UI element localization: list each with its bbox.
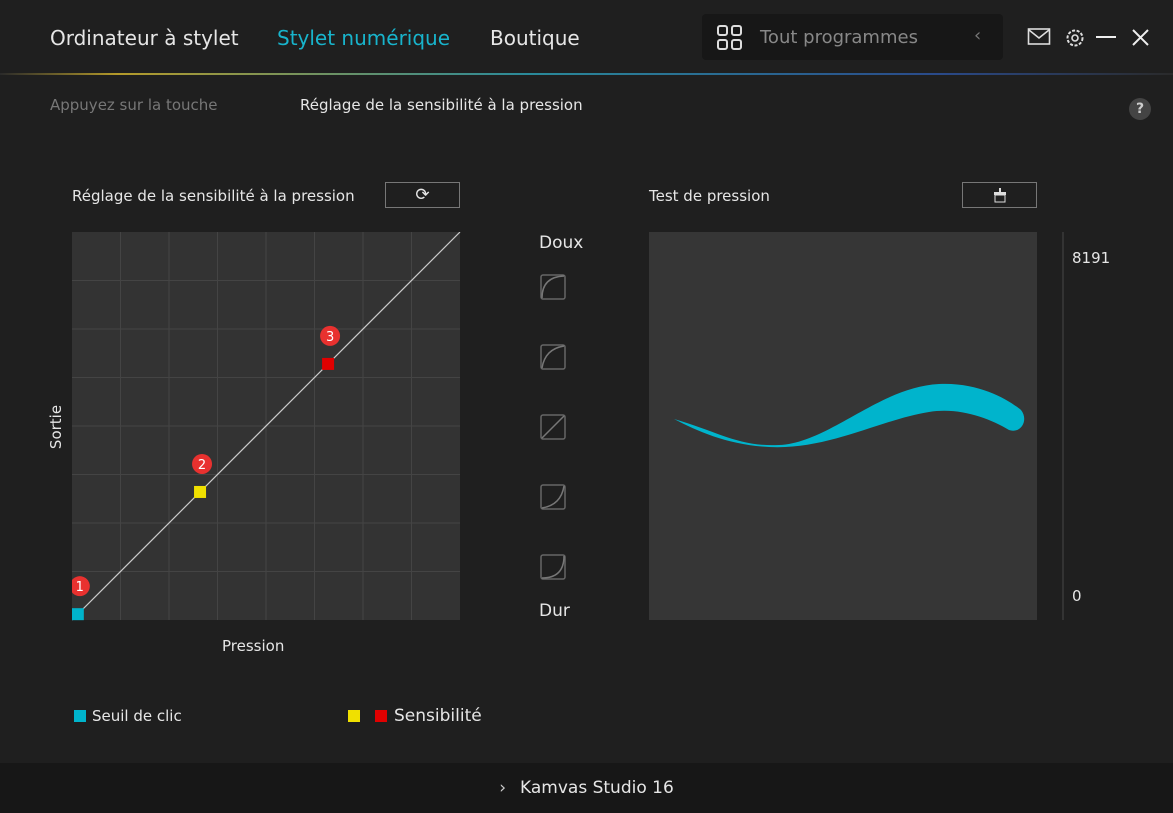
- grid-icon: [717, 25, 742, 50]
- program-selector[interactable]: Tout programmes ‹: [702, 14, 1003, 60]
- sensitivity-legend-swatch-yellow: [348, 710, 360, 722]
- reset-button[interactable]: ⟳: [385, 182, 460, 208]
- curve-linear-icon[interactable]: [540, 414, 566, 440]
- threshold-legend-swatch: [74, 710, 86, 722]
- pressure-test-title: Test de pression: [649, 187, 770, 205]
- pressure-test-canvas[interactable]: [649, 232, 1037, 620]
- sensitivity-title: Réglage de la sensibilité à la pression: [72, 187, 355, 205]
- curve-very-soft-icon[interactable]: [540, 274, 566, 300]
- subtab-pressure-sensitivity[interactable]: Réglage de la sensibilité à la pression: [300, 96, 583, 114]
- device-name: Kamvas Studio 16: [520, 778, 674, 798]
- point-badge-label: 3: [326, 330, 334, 345]
- curve-hard-icon[interactable]: [540, 484, 566, 510]
- control-point-3[interactable]: [322, 357, 335, 370]
- tab-store[interactable]: Boutique: [490, 26, 580, 50]
- control-point-2[interactable]: [194, 485, 207, 498]
- point-badge-label: 1: [76, 580, 84, 595]
- y-axis-label: Sortie: [47, 404, 66, 450]
- curve-soft-icon[interactable]: [540, 344, 566, 370]
- pressure-min: 0: [1072, 587, 1082, 605]
- point-badge: [192, 453, 213, 474]
- tab-pen-computer[interactable]: Ordinateur à stylet: [50, 26, 239, 50]
- minimize-icon[interactable]: [1096, 36, 1116, 38]
- header-divider: [0, 73, 1173, 75]
- point-badge-label: 2: [198, 458, 206, 473]
- chevron-left-icon[interactable]: ‹: [974, 25, 982, 46]
- control-point-1[interactable]: [72, 608, 84, 621]
- brush-clear-icon: [993, 188, 1006, 203]
- x-axis-label: Pression: [222, 637, 285, 655]
- soft-label: Doux: [539, 233, 584, 253]
- help-button[interactable]: ?: [1129, 98, 1151, 120]
- subtab-press-key[interactable]: Appuyez sur la touche: [50, 96, 218, 114]
- sensitivity-graph[interactable]: 1 2 3: [72, 232, 461, 621]
- close-icon[interactable]: [1131, 28, 1150, 47]
- device-bar[interactable]: › Kamvas Studio 16: [0, 763, 1173, 813]
- point-badge: [320, 325, 341, 346]
- sensitivity-legend-label: Sensibilité: [394, 706, 482, 726]
- tab-digital-pen[interactable]: Stylet numérique: [277, 26, 451, 50]
- pressure-max: 8191: [1072, 249, 1111, 267]
- test-stroke: [674, 383, 1025, 448]
- sensitivity-curve: [72, 232, 461, 621]
- curve-very-hard-icon[interactable]: [540, 554, 566, 580]
- pressure-meter: [1062, 232, 1064, 620]
- threshold-legend-label: Seuil de clic: [92, 707, 182, 725]
- clear-button[interactable]: [962, 182, 1037, 208]
- chevron-right-icon: ›: [499, 778, 507, 798]
- mail-icon[interactable]: [1027, 27, 1052, 47]
- gear-icon[interactable]: [1064, 27, 1086, 49]
- sensitivity-legend-swatch-red: [375, 710, 387, 722]
- refresh-icon: ⟳: [415, 185, 430, 205]
- hard-label: Dur: [539, 601, 570, 621]
- point-badge: [72, 576, 90, 597]
- program-select-value: Tout programmes: [760, 27, 918, 48]
